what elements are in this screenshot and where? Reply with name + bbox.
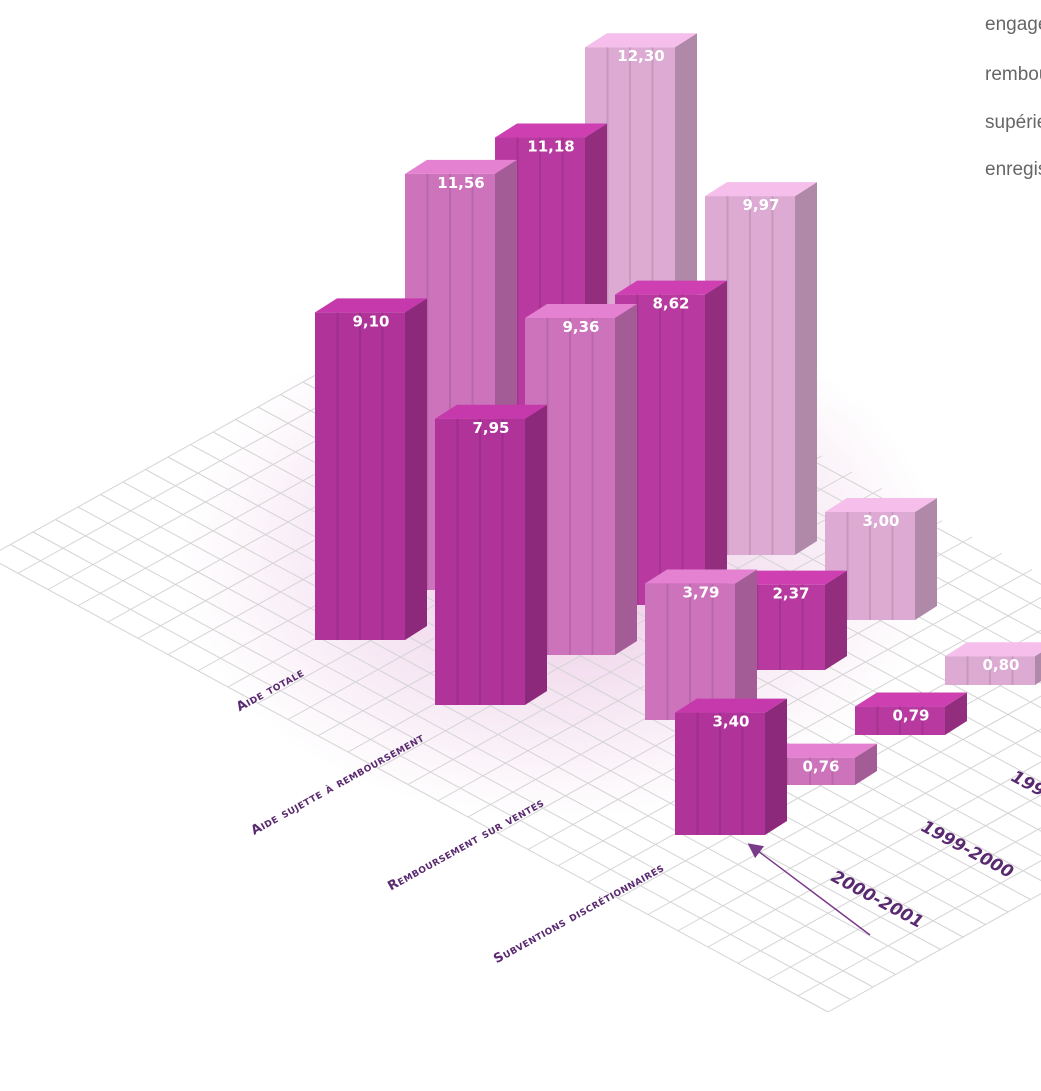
bar-side	[765, 698, 787, 835]
bar-top	[855, 692, 967, 707]
floor-line	[55, 519, 896, 975]
bar-group: 7,95	[435, 404, 547, 705]
bar-group: 9,10	[315, 298, 427, 640]
value-label: 9,97	[742, 196, 779, 214]
bar-top	[525, 304, 637, 319]
bar-top	[645, 569, 757, 584]
value-label: 9,36	[562, 318, 599, 336]
bar-side	[615, 304, 637, 655]
bar-top	[585, 33, 697, 48]
value-label: 8,62	[652, 295, 689, 313]
bar-group: 0,80	[945, 642, 1041, 685]
category-label: Subventions discrétionnaires	[491, 860, 667, 967]
value-label: 9,10	[352, 312, 389, 330]
floor-line	[797, 860, 1041, 997]
bar-top	[765, 743, 877, 758]
floor-line	[167, 456, 1009, 913]
side-text: engagées p	[985, 14, 1041, 35]
side-text: enregistré e	[985, 159, 1041, 180]
bar-top	[675, 698, 787, 713]
bar-top	[495, 123, 607, 138]
bar-side	[825, 570, 847, 670]
bar-top	[825, 498, 937, 512]
series-label: 1998-1999	[1008, 767, 1041, 833]
value-label: 3,00	[862, 512, 899, 530]
floor-line	[122, 481, 964, 938]
value-label: 11,18	[527, 138, 574, 156]
arrow	[747, 843, 871, 936]
bar-side	[705, 280, 727, 605]
side-text: supérieur au	[985, 112, 1041, 133]
bar-group: 9,36	[525, 304, 637, 655]
floor-line	[32, 531, 874, 988]
floor-line	[557, 596, 1041, 867]
value-label: 11,56	[437, 174, 484, 192]
bar-side	[735, 569, 757, 720]
value-label: 0,79	[892, 707, 929, 725]
bar-top	[435, 404, 547, 419]
bar-side	[945, 692, 967, 735]
bar-side	[1035, 652, 1041, 685]
bar-top	[405, 159, 517, 174]
bar-top	[315, 298, 427, 313]
floor-line	[100, 494, 941, 950]
bar-side	[915, 498, 937, 620]
floor-line	[0, 562, 829, 1013]
bar-side	[795, 182, 817, 555]
bar-top	[735, 570, 847, 585]
bar-top	[945, 642, 1041, 657]
floor-line	[145, 469, 986, 925]
value-label: 3,79	[682, 584, 719, 602]
bar-side	[405, 298, 427, 640]
bar-group: 3,40	[675, 698, 787, 835]
bar-top	[705, 182, 817, 197]
side-text: remboursem	[985, 64, 1041, 85]
bar-group: 0,79	[855, 692, 967, 735]
bar-top	[615, 280, 727, 295]
value-label: 3,40	[712, 713, 749, 731]
floor-line	[677, 728, 1041, 932]
floor-line	[77, 506, 919, 963]
value-label: 12,30	[617, 47, 664, 65]
floor-line	[767, 827, 1041, 980]
bars: 12,30 11,18 9,97 11,56 8,62 3,00 9,10 9,36 2,37 0…	[315, 33, 1041, 835]
value-label: 2,37	[772, 585, 809, 603]
floor-line	[647, 695, 1041, 915]
value-label: 0,80	[982, 656, 1019, 674]
floor-line	[707, 761, 1041, 948]
value-label: 7,95	[472, 419, 509, 437]
bar-side	[525, 404, 547, 705]
floor-line	[827, 893, 1041, 1013]
floor-line	[10, 544, 851, 1000]
bar-side	[855, 743, 877, 785]
value-label: 0,76	[802, 758, 839, 776]
floor-line	[737, 794, 1041, 964]
bar-group: 3,79	[645, 569, 757, 720]
